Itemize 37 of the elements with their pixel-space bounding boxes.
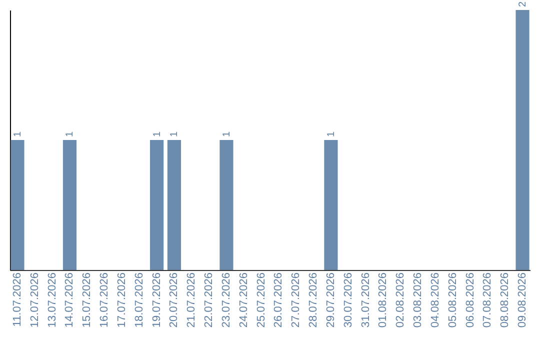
data-label: 1 [152,131,163,137]
x-tick-label: 24.07.2026 [238,272,250,328]
x-tick-label: 20.07.2026 [168,272,180,328]
data-label: 1 [326,131,337,137]
x-tick-label: 18.07.2026 [133,272,146,328]
x-tick-label: 08.08.2026 [499,272,512,328]
x-tick-label: 26.07.2026 [272,272,285,328]
data-label: 2 [518,1,529,7]
x-tick-label: 02.08.2026 [394,272,407,328]
x-tick-label: 28.07.2026 [308,272,320,328]
x-tick-label: 15.07.2026 [81,272,94,328]
x-tick-label: 04.08.2026 [429,272,442,328]
data-label: 1 [12,131,24,137]
x-tick-label: 25.07.2026 [255,272,268,328]
x-tick-label: 07.08.2026 [482,272,494,328]
x-tick-label: 31.07.2026 [360,272,372,328]
x-tick-label: 13.07.2026 [46,272,58,328]
x-tick-label: 12.07.2026 [28,272,41,328]
x-tick-label: 19.07.2026 [150,272,163,328]
x-tick-label: 23.07.2026 [220,272,232,328]
x-tick-label: 22.07.2026 [203,272,216,328]
data-label: 1 [169,131,180,137]
x-tick-label: 14.07.2026 [64,272,76,328]
x-tick-label: 01.08.2026 [377,272,390,328]
x-tick-label: 29.07.2026 [324,272,337,328]
x-tick-label: 27.07.2026 [290,272,302,328]
x-tick-label: 06.08.2026 [464,272,476,328]
x-tick-label: 09.08.2026 [516,272,529,328]
data-label: 1 [221,131,232,137]
data-label: 1 [64,131,76,137]
x-tick-label: 17.07.2026 [116,272,128,328]
x-tick-label: 16.07.2026 [98,272,111,328]
x-tick-label: 21.07.2026 [186,272,198,328]
x-tick-label: 11.07.2026 [11,272,24,327]
x-tick-label: 30.07.2026 [342,272,354,328]
x-tick-label: 05.08.2026 [446,272,459,328]
x-tick-label: 03.08.2026 [412,272,424,328]
